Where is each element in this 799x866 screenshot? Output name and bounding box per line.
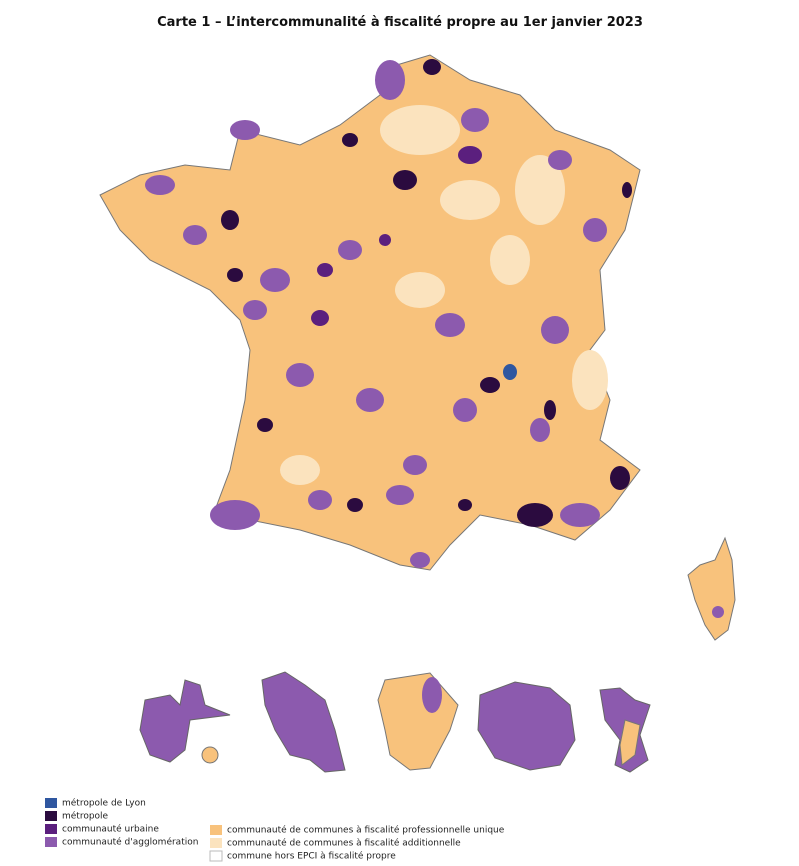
legend: métropole de Lyon métropole communauté urb… (45, 798, 505, 862)
legend-swatch (210, 838, 222, 848)
reunion (477, 681, 576, 771)
france-mainland (99, 54, 641, 571)
map-title: Carte 1 – L’intercommunalité à fiscalité… (157, 15, 643, 30)
legend-label: commune hors EPCI à fiscalité propre (227, 851, 396, 862)
legend-swatch (45, 824, 57, 834)
additional-tax-areas (280, 105, 608, 485)
agglomerations (145, 60, 607, 568)
legend-label: communauté urbaine (62, 824, 159, 835)
legend-label: communauté de communes à fiscalité addit… (227, 838, 461, 849)
legend-swatch (210, 825, 222, 835)
martinique (261, 671, 346, 773)
legend-swatch (45, 798, 57, 808)
lyon-metropole (503, 364, 517, 380)
metropoles (221, 59, 632, 527)
legend-label: communauté de communes à fiscalité profe… (227, 825, 505, 836)
legend-label: métropole (62, 811, 109, 822)
guyane (377, 672, 459, 771)
legend-swatch (209, 850, 223, 862)
legend-label: communauté d'agglomération (62, 837, 198, 848)
corsica (687, 536, 736, 641)
urban-communities (311, 146, 482, 326)
legend-label: métropole de Lyon (62, 798, 146, 809)
legend-swatch (45, 837, 57, 847)
legend-swatch (45, 811, 57, 821)
overseas (139, 671, 651, 773)
guadeloupe (139, 679, 231, 763)
metropolitan-france (99, 54, 736, 641)
